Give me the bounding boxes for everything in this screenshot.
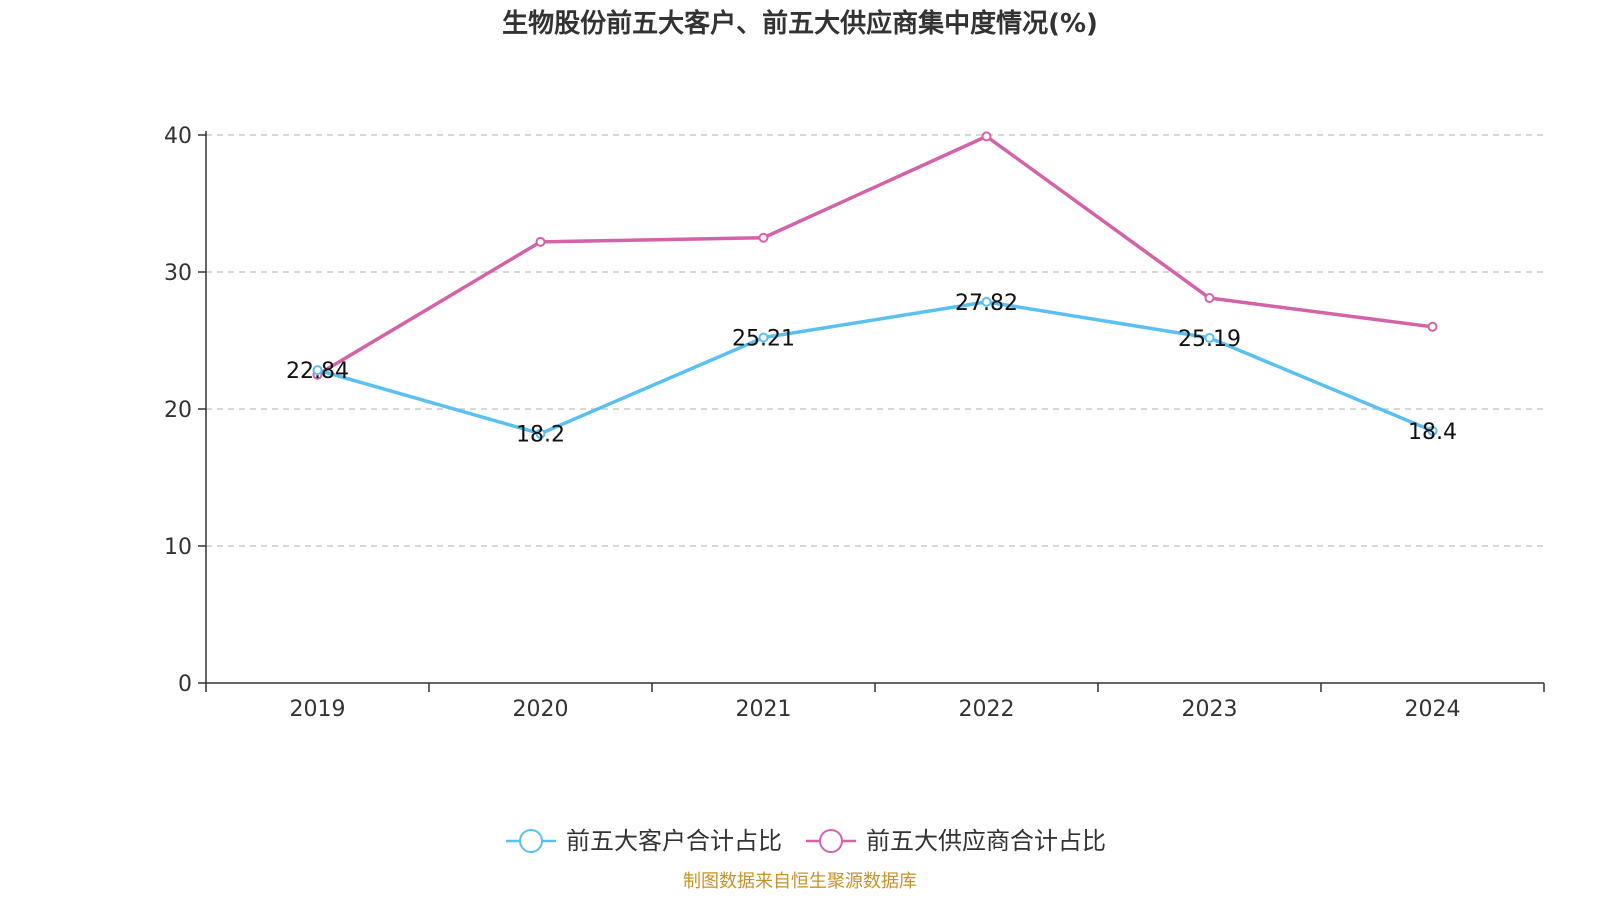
x-tick-label: 2019 [290,697,346,722]
y-tick-label: 30 [164,261,192,286]
legend-circle-icon [519,829,543,853]
data-label: 18.2 [516,423,565,448]
legend[interactable]: 前五大客户合计占比 前五大供应商合计占比 [506,827,1106,855]
data-label: 27.82 [955,291,1018,316]
data-point [1427,425,1438,436]
series-line [316,134,1433,377]
data-point [981,131,992,142]
y-tick-label: 0 [178,672,192,697]
x-tick-label: 2021 [736,697,792,722]
data-label: 25.21 [732,327,795,352]
legend-item[interactable]: 前五大客户合计占比 [506,827,782,855]
data-point [981,296,992,307]
data-label: 25.19 [1178,327,1241,352]
data-labels: 22.84 18.2 25.21 27.82 25.19 18.4 [286,291,1457,448]
series-line [317,300,1434,436]
legend-label: 前五大供应商合计占比 [866,827,1106,855]
legend-item[interactable]: 前五大供应商合计占比 [806,827,1106,855]
x-tick-label: 2022 [959,697,1015,722]
x-tick-label: 2023 [1182,697,1238,722]
data-point [758,232,769,243]
y-tick-label: 40 [164,124,192,149]
axes: 0 10 20 30 40 2019 2020 2021 2022 2023 2024 [164,124,1545,722]
data-point [1204,293,1215,304]
chart-title: 生物股份前五大客户、前五大供应商集中度情况(%) [502,8,1098,39]
data-label: 22.84 [286,359,349,384]
x-tick-label: 2020 [513,697,569,722]
data-point [535,236,546,247]
legend-circle-icon [819,829,843,853]
grid-lines [206,134,1544,547]
data-point [1204,332,1215,343]
x-tick-label: 2024 [1405,697,1461,722]
data-point [1427,321,1438,332]
legend-label: 前五大客户合计占比 [566,827,782,855]
data-point [758,332,769,343]
source-note: 制图数据来自恒生聚源数据库 [683,871,917,892]
series-lines [312,131,1438,439]
y-tick-label: 10 [164,535,192,560]
data-label: 18.4 [1408,420,1457,445]
data-point [312,365,323,376]
data-point [535,428,546,439]
y-tick-label: 20 [164,398,192,423]
